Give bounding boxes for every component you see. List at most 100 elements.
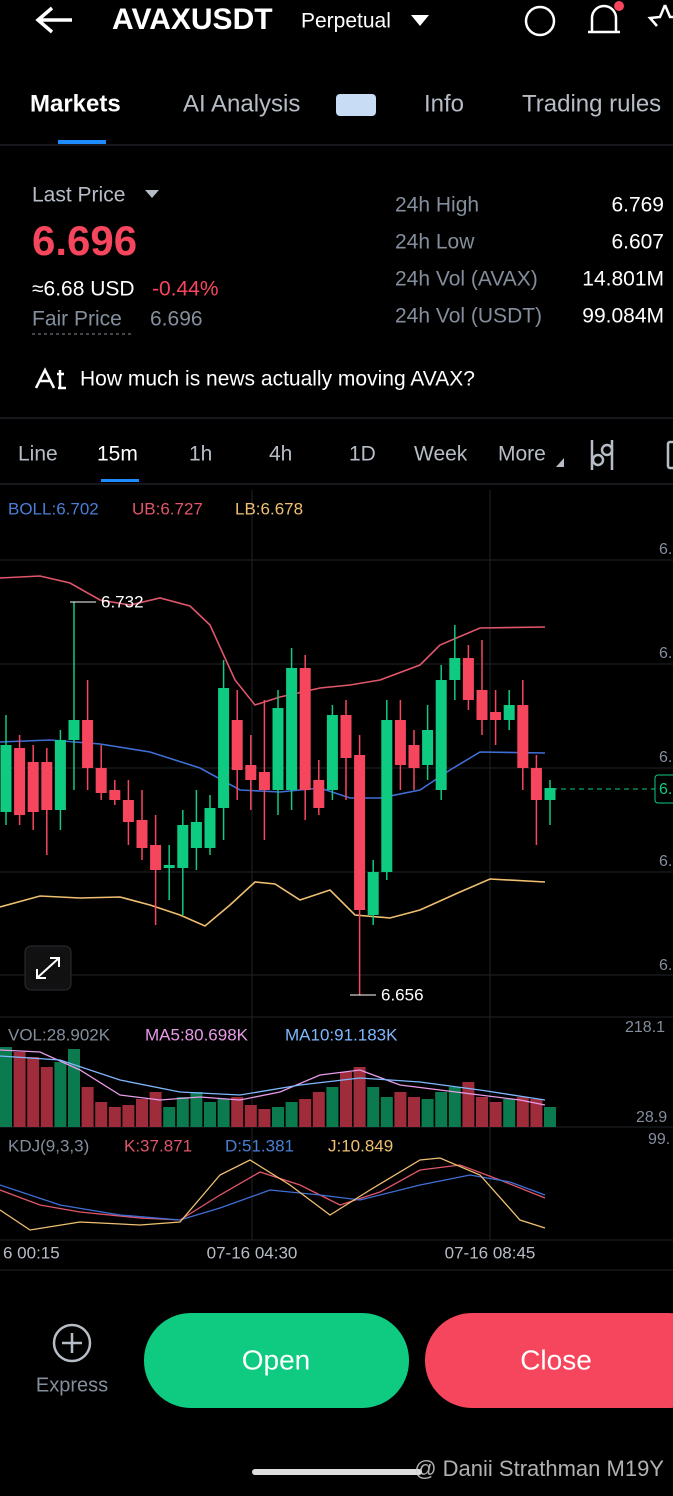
volume-bar: [149, 1092, 162, 1127]
volume-bar: [258, 1109, 271, 1127]
layout-icon[interactable]: [666, 440, 673, 470]
express-icon[interactable]: [52, 1323, 92, 1363]
close-label[interactable]: Close: [520, 1344, 592, 1375]
open-button[interactable]: [144, 1313, 409, 1408]
symbol[interactable]: AVAXUSDT: [112, 3, 273, 36]
volume-bar: [435, 1092, 448, 1127]
candle-body: [27, 762, 39, 812]
candle-body: [313, 780, 325, 808]
kdj-axis: 99.: [648, 1131, 670, 1148]
candle-body: [82, 720, 94, 768]
tab[interactable]: AI Analysis: [183, 90, 300, 117]
candle-body: [122, 800, 134, 822]
kdj-j: J:10.849: [328, 1136, 393, 1155]
candle-body: [530, 768, 542, 800]
candle-body: [326, 715, 338, 790]
interval-tab[interactable]: 1h: [189, 443, 212, 466]
candle-body: [544, 788, 556, 800]
candle-body: [68, 720, 80, 740]
candle-body: [163, 865, 175, 868]
boll-upper: UB:6.727: [132, 499, 203, 518]
dropdown[interactable]: [411, 15, 429, 26]
kdj-label: KDJ(9,3,3): [8, 1136, 89, 1155]
tab[interactable]: Trading rules: [522, 90, 661, 117]
volume-bar: [503, 1099, 516, 1127]
volume-bar: [312, 1092, 325, 1127]
kdj-d: D:51.381: [225, 1136, 294, 1155]
settings-knob: [600, 443, 614, 457]
candle-body: [367, 872, 379, 915]
interval-tab[interactable]: 1D: [349, 443, 376, 466]
candle-body: [449, 658, 461, 680]
candle-body: [422, 730, 434, 765]
volume-bar: [408, 1097, 420, 1127]
news-prompt[interactable]: How much is news actually moving AVAX?: [80, 368, 475, 391]
open-label[interactable]: Open: [242, 1344, 311, 1375]
bell-icon[interactable]: [588, 4, 620, 34]
volume-bar: [136, 1099, 148, 1127]
tab[interactable]: Info: [424, 90, 464, 117]
fair-price-label[interactable]: Fair Price: [32, 308, 122, 331]
candle-body: [54, 740, 66, 810]
volume-bar: [448, 1087, 461, 1127]
volume-bar: [421, 1099, 434, 1127]
kdj-d-line: [0, 1174, 546, 1221]
candle-body: [109, 790, 121, 800]
volume-bar: [68, 1049, 80, 1127]
low-note: 6.656: [381, 985, 424, 1004]
price-axis-label: 6.: [659, 645, 672, 662]
dropdown[interactable]: [145, 190, 159, 198]
plus: [62, 1333, 82, 1353]
settings-icon[interactable]: [590, 440, 614, 470]
grid: [0, 490, 673, 1241]
contract-type[interactable]: Perpetual: [301, 10, 391, 33]
volume-bar: [81, 1087, 94, 1127]
volume-bar: [285, 1102, 298, 1127]
volume-bar: [204, 1102, 216, 1127]
stat-label: 24h Low: [395, 231, 475, 254]
back-icon[interactable]: [35, 6, 72, 34]
close-button[interactable]: [425, 1313, 673, 1408]
volume-bar: [340, 1072, 352, 1127]
candle-body: [354, 755, 366, 910]
stat-value: 14.801M: [582, 268, 664, 291]
candle-body: [218, 688, 230, 808]
share-icon[interactable]: [524, 5, 556, 37]
vol-ma5: MA5:80.698K: [145, 1025, 249, 1044]
volume-bar: [95, 1102, 108, 1127]
interval-tab[interactable]: More: [498, 443, 546, 466]
price-label[interactable]: Last Price: [32, 184, 125, 207]
last-price: 6.696: [32, 217, 137, 264]
candle-body: [435, 680, 447, 790]
interval-tab[interactable]: Line: [18, 443, 58, 466]
candle-body: [299, 668, 311, 790]
interval-tab[interactable]: 4h: [269, 443, 292, 466]
fair-price: 6.696: [150, 308, 203, 331]
volume-bar: [122, 1105, 135, 1127]
candle-body: [272, 708, 284, 790]
price-axis-label: 6.: [659, 749, 672, 766]
interval-tab[interactable]: Week: [414, 443, 468, 466]
express-label[interactable]: Express: [36, 1374, 108, 1396]
price-change: -0.44%: [152, 278, 219, 301]
tab-indicator: [58, 140, 106, 144]
stat-label: 24h High: [395, 194, 479, 217]
settings-knob: [591, 453, 605, 467]
time-label: 6 00:15: [3, 1243, 60, 1262]
more-caret: [556, 458, 564, 467]
volume-bar: [108, 1107, 121, 1127]
volume-bar: [394, 1092, 407, 1127]
star-icon[interactable]: [647, 4, 673, 27]
tab[interactable]: Markets: [30, 90, 121, 117]
candle-body: [381, 720, 393, 872]
candle-body: [258, 772, 270, 790]
candle-body: [340, 715, 352, 758]
stat-label: 24h Vol (AVAX): [395, 268, 538, 291]
volume-bar: [489, 1102, 502, 1127]
ai-badge: [336, 94, 376, 116]
interval-tab[interactable]: 15m: [97, 443, 138, 466]
candle-body: [14, 748, 26, 815]
current-price-tag: [654, 774, 673, 804]
